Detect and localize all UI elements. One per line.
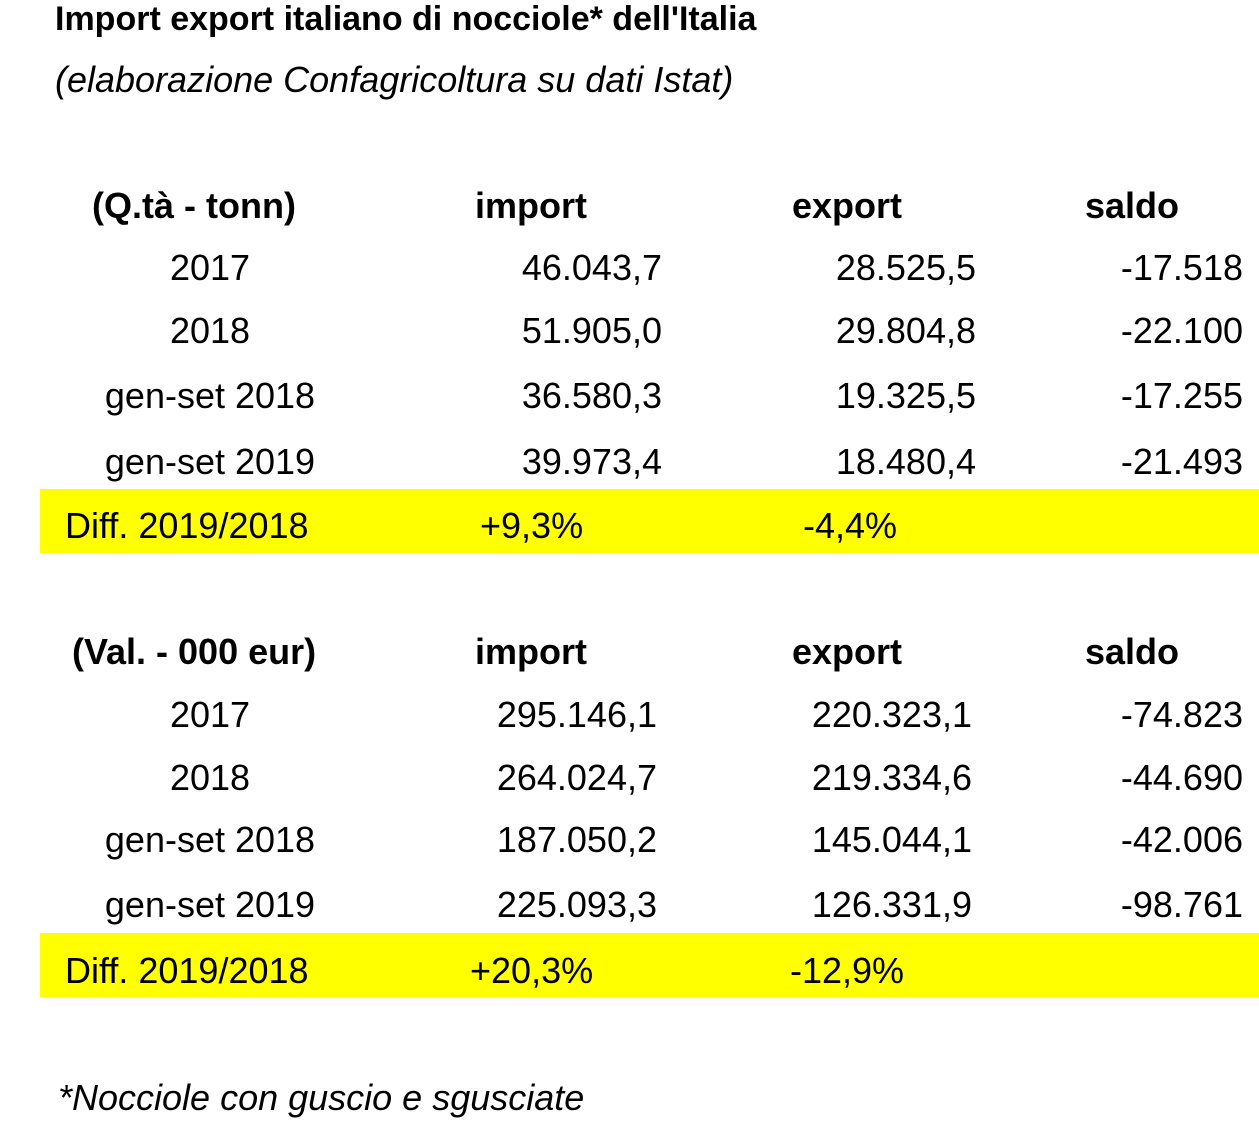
export-value: 28.525,5: [835, 247, 976, 288]
saldo-value: -17.255: [1120, 375, 1243, 416]
diff-label: Diff. 2019/2018: [65, 505, 309, 546]
row-label: gen-set 2019: [104, 884, 316, 925]
footnote: *Nocciole con guscio e sgusciate: [58, 1077, 585, 1118]
saldo-value: -17.518: [1120, 247, 1243, 288]
import-value: 225.093,3: [496, 884, 657, 925]
saldo-value: -44.690: [1120, 757, 1243, 798]
page-title: Import export italiano di nocciole* dell…: [55, 0, 757, 38]
diff-import: +9,3%: [480, 505, 584, 546]
import-value: 36.580,3: [521, 375, 662, 416]
row-label: 2017: [169, 247, 251, 288]
row-label: 2018: [169, 757, 251, 798]
export-value: 126.331,9: [811, 884, 972, 925]
table-header-saldo: saldo: [1085, 631, 1180, 672]
row-label: 2017: [169, 694, 251, 735]
import-value: 51.905,0: [521, 310, 662, 351]
export-value: 219.334,6: [811, 757, 972, 798]
import-value: 187.050,2: [496, 819, 657, 860]
diff-label: Diff. 2019/2018: [65, 950, 309, 991]
diff-export: -4,4%: [803, 505, 898, 546]
export-value: 29.804,8: [835, 310, 976, 351]
row-label: gen-set 2019: [104, 441, 316, 482]
saldo-value: -21.493: [1120, 441, 1243, 482]
table-header-import: import: [475, 185, 587, 226]
row-label: 2018: [169, 310, 251, 351]
import-value: 264.024,7: [496, 757, 657, 798]
import-value: 39.973,4: [521, 441, 662, 482]
export-value: 18.480,4: [835, 441, 976, 482]
table-header-export: export: [792, 185, 903, 226]
diff-export: -12,9%: [790, 950, 905, 991]
table-header-unit: (Val. - 000 eur): [72, 631, 317, 672]
import-value: 46.043,7: [521, 247, 662, 288]
export-value: 145.044,1: [811, 819, 972, 860]
table-header-saldo: saldo: [1085, 185, 1180, 226]
row-label: gen-set 2018: [104, 819, 316, 860]
diff-import: +20,3%: [470, 950, 594, 991]
diff-row-highlight: [40, 489, 1259, 553]
saldo-value: -74.823: [1120, 694, 1243, 735]
export-value: 19.325,5: [835, 375, 976, 416]
table-header-import: import: [475, 631, 587, 672]
export-value: 220.323,1: [811, 694, 972, 735]
row-label: gen-set 2018: [104, 375, 316, 416]
saldo-value: -98.761: [1120, 884, 1243, 925]
import-value: 295.146,1: [496, 694, 657, 735]
diff-row-highlight: [40, 933, 1259, 997]
saldo-value: -22.100: [1120, 310, 1243, 351]
table-header-unit: (Q.tà - tonn): [92, 185, 296, 226]
saldo-value: -42.006: [1120, 819, 1243, 860]
page-subtitle: (elaborazione Confagricoltura su dati Is…: [55, 59, 734, 100]
table-header-export: export: [792, 631, 903, 672]
